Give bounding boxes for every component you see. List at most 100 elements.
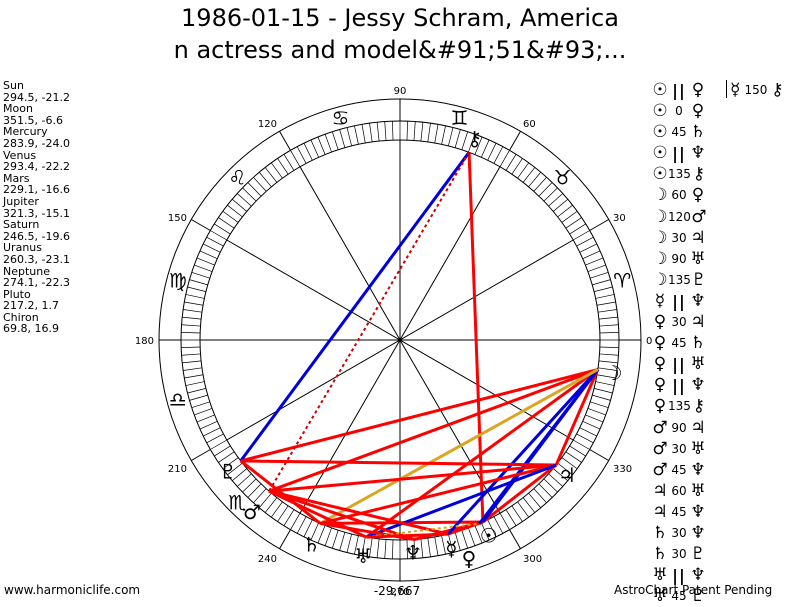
degree-tick — [585, 257, 604, 266]
aspect-value: || — [672, 144, 686, 164]
degree-tick — [427, 123, 431, 142]
chart-title: 1986-01-15 - Jessy Schram, America — [181, 4, 619, 32]
degree-tick — [420, 538, 424, 558]
degree-tick — [296, 516, 307, 534]
degree-label: 150 — [168, 213, 187, 224]
degree-label: 180 — [135, 336, 154, 347]
degree-tick — [598, 360, 618, 364]
degree-tick — [303, 143, 313, 161]
aspect-line — [240, 459, 557, 467]
degree-tick — [189, 394, 208, 401]
aspect-planet1-icon: ♅ — [652, 565, 668, 586]
house-cusp-outer — [589, 449, 609, 461]
position-name: Venus — [3, 148, 37, 162]
aspect-line — [239, 459, 322, 525]
degree-tick — [214, 445, 231, 457]
degree-tick — [346, 127, 352, 147]
degree-tick — [548, 473, 563, 487]
degree-tick — [511, 158, 523, 175]
house-cusp-outer — [509, 529, 521, 549]
degree-tick — [187, 286, 207, 292]
aspect-planet1-icon: ♃ — [652, 480, 668, 501]
chart-subtitle: n actress and model&#91;51&#93;... — [173, 36, 627, 64]
neptune-icon: ♆ — [404, 541, 422, 565]
degree-tick — [194, 264, 213, 272]
degree-tick — [392, 121, 394, 141]
degree-label: 300 — [523, 554, 542, 565]
aspect-row: ☽ 90 ♅ — [652, 249, 724, 270]
degree-tick — [538, 182, 553, 197]
degree-tick — [595, 381, 615, 386]
aspect-row: ♃ 60 ♅ — [652, 481, 724, 502]
position-coords: 351.5, -6.6 — [3, 113, 63, 127]
aspect-line — [478, 368, 599, 525]
aspect-planet2-icon: ♅ — [690, 354, 706, 375]
degree-tick — [573, 230, 590, 241]
degree-tick — [354, 125, 359, 145]
aspect-planet2-icon: ♃ — [690, 227, 706, 248]
degree-tick — [237, 193, 252, 207]
aspect-planet2-icon: ♇ — [691, 269, 707, 290]
cancer-icon: ♋ — [332, 106, 350, 130]
degree-tick — [253, 177, 267, 192]
degree-tick — [185, 381, 205, 386]
aspect-line — [268, 489, 449, 536]
aspect-row: ☿ || ♆ — [652, 291, 724, 312]
degree-tick — [474, 136, 483, 155]
degree-tick — [517, 162, 530, 179]
degree-tick — [461, 131, 469, 150]
degree-tick — [599, 332, 619, 334]
degree-tick — [599, 324, 619, 327]
aspect-line — [446, 368, 599, 536]
degree-tick — [196, 257, 215, 266]
venus-icon: ♀ — [462, 546, 477, 570]
degree-tick — [324, 134, 332, 153]
house-cusp-outer — [509, 131, 521, 151]
degree-tick — [218, 217, 235, 229]
degree-tick — [468, 134, 476, 153]
footer-website[interactable]: www.harmoniclife.com — [4, 583, 141, 597]
aspect-planet1-icon: ♂ — [652, 417, 668, 438]
position-name: Uranus — [3, 241, 42, 255]
degree-tick — [331, 131, 339, 150]
aspect-row: ♂ 90 ♃ — [652, 418, 724, 439]
mars-icon: ♂ — [243, 500, 261, 524]
aspect-value: || — [672, 376, 686, 396]
degree-tick — [185, 294, 205, 299]
aspect-planet2-icon: ♇ — [690, 544, 706, 565]
degree-tick — [181, 346, 201, 348]
degree-tick — [339, 129, 346, 148]
house-cusp-outer — [589, 219, 609, 231]
degree-tick — [210, 230, 227, 241]
degree-tick — [585, 414, 604, 423]
degree-tick — [474, 525, 483, 544]
scorpio-icon: ♏ — [228, 491, 246, 515]
house-cusp-outer — [279, 529, 291, 549]
aspect-line — [365, 463, 557, 539]
aspect-extra-value: 150 — [744, 83, 768, 97]
degree-tick — [543, 478, 558, 493]
aspect-value: || — [672, 291, 686, 311]
degree-tick — [582, 250, 601, 259]
degree-tick — [247, 182, 262, 197]
degree-tick — [487, 519, 497, 537]
position-name: Chiron — [3, 310, 39, 324]
degree-tick — [561, 457, 578, 470]
house-cusp-outer — [279, 131, 291, 151]
aspect-row: ♂ 30 ♅ — [652, 439, 724, 460]
position-coords: 274.1, -22.3 — [3, 276, 70, 290]
degree-tick — [270, 162, 283, 179]
aspect-row: ♂ 45 ♆ — [652, 460, 724, 481]
degree-tick — [499, 513, 510, 530]
footer-patent: AstroChart Patent Pending — [614, 583, 773, 597]
degree-tick — [184, 301, 204, 306]
aspect-planet1-icon: ♀ — [653, 375, 667, 396]
aspect-planet2-icon: ♆ — [690, 290, 706, 311]
house-cusp-line — [226, 239, 574, 441]
virgo-icon: ♍ — [169, 268, 187, 292]
aspect-planet1-icon: ♄ — [652, 544, 668, 565]
aspect-value: 45 — [671, 462, 687, 477]
position-coords: 260.3, -23.1 — [3, 252, 70, 266]
degree-tick — [533, 488, 547, 503]
degree-tick — [183, 367, 202, 371]
